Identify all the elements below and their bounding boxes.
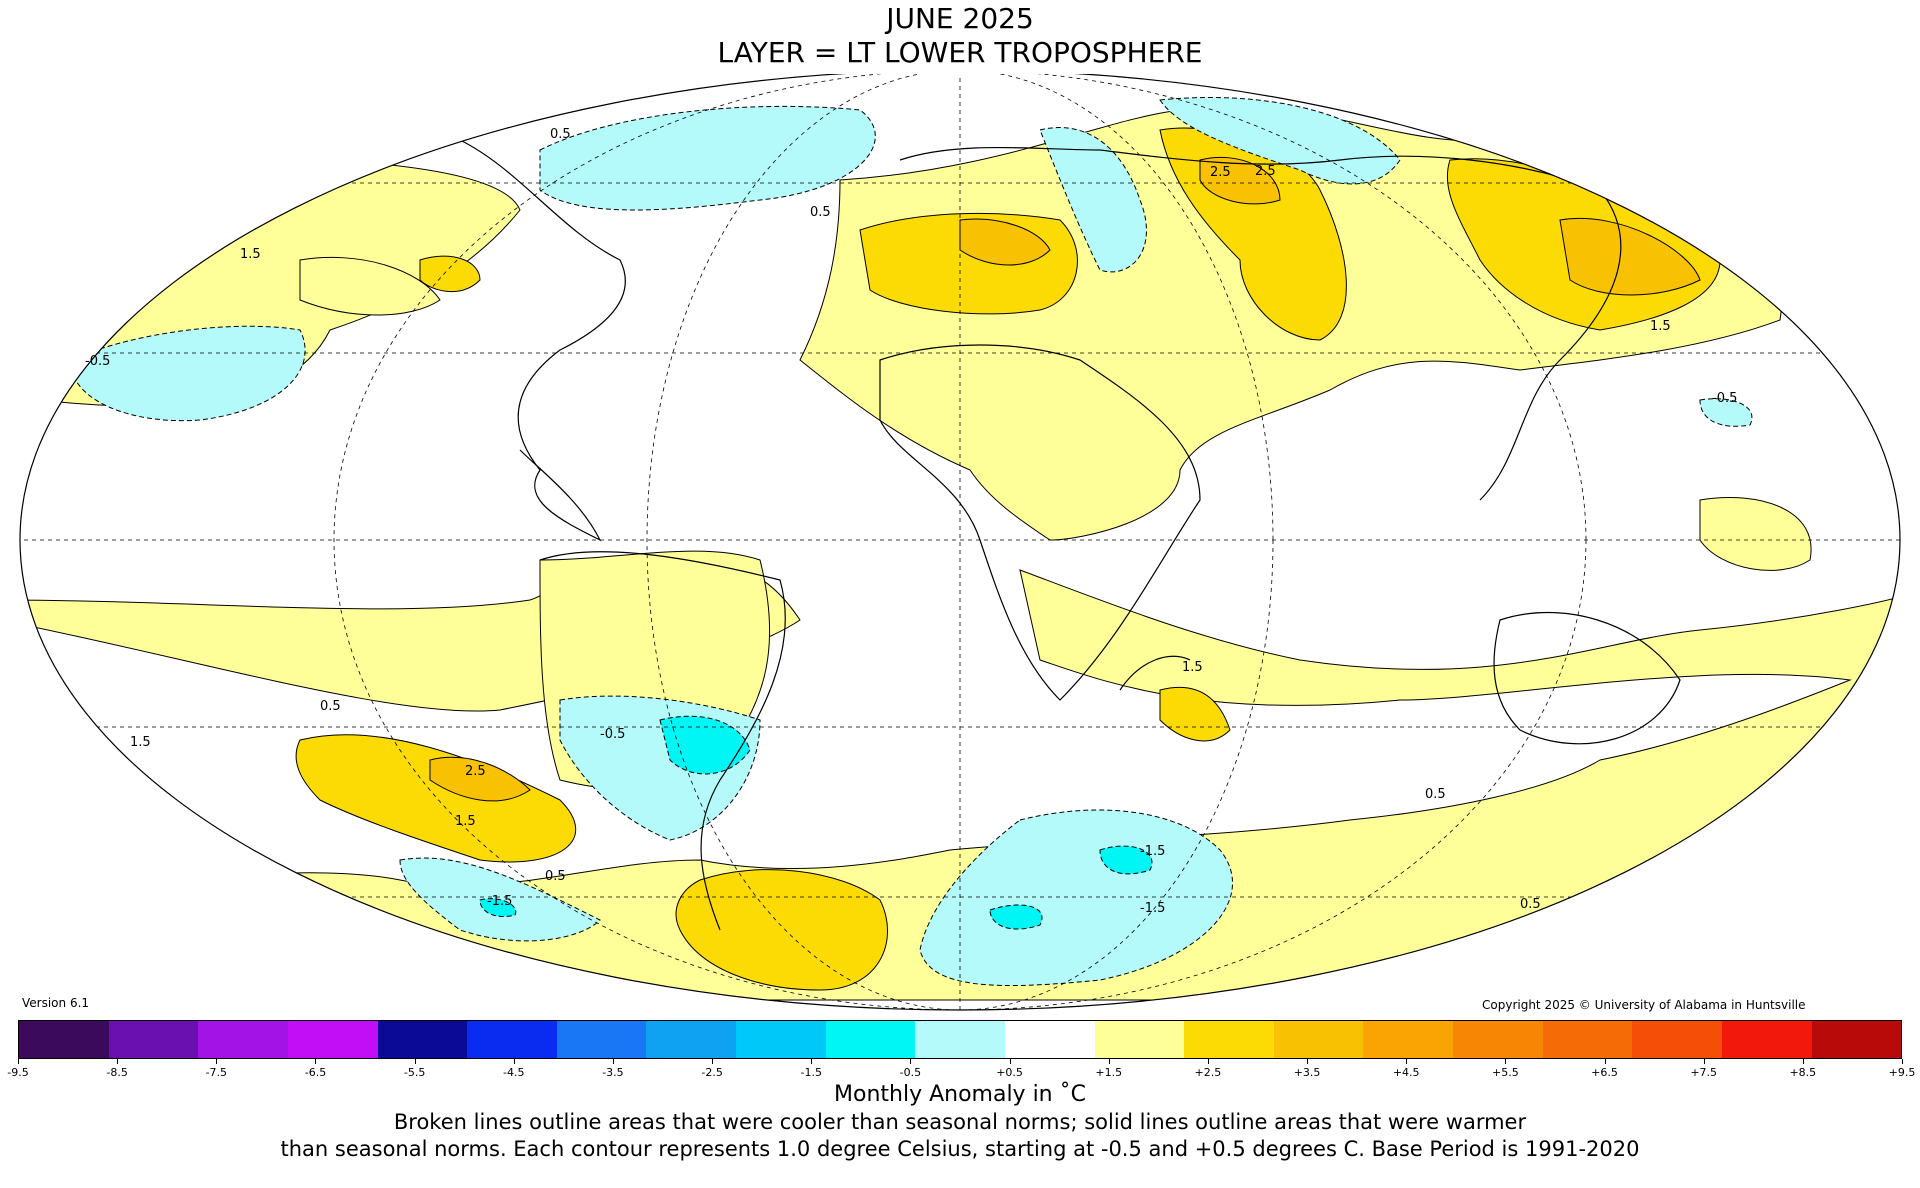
caption-line-2: than seasonal norms. Each contour repres… [280, 1137, 1640, 1161]
colorbar-tick-label: -4.5 [503, 1066, 525, 1079]
contour-label: 1.5 [130, 735, 151, 750]
colorbar-tick-mark [811, 1059, 813, 1064]
colorbar-segment [1273, 1021, 1364, 1058]
colorbar-tick-mark [414, 1059, 416, 1064]
contour-label: -1.5 [487, 894, 512, 909]
cooler-anomaly-areas [479, 715, 1153, 930]
colorbar-tick-mark [1207, 1059, 1209, 1064]
chart-subtitle: LAYER = LT LOWER TROPOSPHERE [717, 36, 1203, 69]
globe-outline [19, 74, 1901, 1011]
colorbar-segment [1453, 1021, 1543, 1058]
colorbar-tick-mark [1307, 1059, 1309, 1064]
colorbar-tick-mark [216, 1059, 218, 1064]
world-anomaly-map: 0.5 1.5 2.5 -0.5 -0.5 0.5 1.5 2.5 -0.5 -… [19, 74, 1901, 1011]
version-note: Version 6.1 [22, 996, 90, 1010]
colorbar-tick-label: +2.5 [1194, 1066, 1222, 1079]
colorbar-tick-label: -1.5 [800, 1066, 822, 1079]
colorbar-segment [1094, 1021, 1185, 1058]
colorbar-segment [198, 1021, 288, 1058]
contour-label: -0.5 [85, 354, 110, 369]
colorbar-tick-label: +7.5 [1690, 1066, 1718, 1079]
cool-anomaly-areas [69, 97, 1753, 987]
colorbar-segment [377, 1021, 468, 1058]
colorbar-tick-mark [117, 1059, 119, 1064]
colorbar-segment [1004, 1021, 1095, 1058]
colorbar-segment [19, 1021, 109, 1058]
colorbar-tick-mark [1505, 1059, 1507, 1064]
contour-label: -0.5 [600, 727, 625, 742]
colorbar-tick-label: -8.5 [106, 1066, 128, 1079]
colorbar-segment [287, 1021, 378, 1058]
contour-label: -0.5 [1712, 391, 1737, 406]
contour-label: 2.5 [1255, 164, 1276, 179]
contour-label: 0.5 [810, 205, 831, 220]
colorbar-tick-mark [1703, 1059, 1705, 1064]
contour-label: 1.5 [240, 247, 261, 262]
colorbar-tick-mark [612, 1059, 614, 1064]
colorbar-tick-label: +8.5 [1789, 1066, 1817, 1079]
colorbar-tick-label: +6.5 [1591, 1066, 1618, 1079]
colorbar-tick-mark [712, 1059, 714, 1064]
colorbar-segment [915, 1021, 1005, 1058]
colorbar-segment [1721, 1021, 1812, 1058]
colorbar-segment [1632, 1021, 1722, 1058]
colorbar-tick-label: -0.5 [899, 1066, 922, 1079]
contour-label: 1.5 [1182, 660, 1203, 675]
contour-label: 1.5 [1650, 319, 1671, 334]
contour-label: 1.5 [455, 814, 476, 829]
colorbar-tick-mark [18, 1059, 19, 1064]
colorbar-tick-label: +4.5 [1392, 1066, 1420, 1079]
colorbar-tick-mark [1009, 1059, 1011, 1064]
colorbar-tick-label: +5.5 [1492, 1066, 1519, 1079]
colorbar-segment [108, 1021, 199, 1058]
strong-warm-areas [429, 156, 1701, 802]
contour-label: 0.5 [545, 869, 566, 884]
caption-line-1: Broken lines outline areas that were coo… [393, 1110, 1527, 1134]
colorbar-segment [467, 1021, 557, 1058]
contour-label: 2.5 [1210, 165, 1231, 180]
colorbar-tick-label: -2.5 [701, 1066, 723, 1079]
contour-label: 2.5 [465, 764, 486, 779]
contour-label: 0.5 [550, 127, 571, 142]
colorbar-segment [1363, 1021, 1453, 1058]
colorbar-tick-label: -3.5 [602, 1066, 624, 1079]
colorbar-tick-mark [1406, 1059, 1408, 1064]
chart-title: JUNE 2025 [886, 2, 1034, 35]
colorbar-tick-mark [910, 1059, 912, 1064]
contour-label: -1.5 [1140, 901, 1165, 916]
contour-labels: 0.5 1.5 2.5 -0.5 -0.5 0.5 1.5 2.5 -0.5 -… [85, 127, 1737, 916]
colorbar-tick-label: -7.5 [205, 1066, 228, 1079]
colorbar-label: Monthly Anomaly in ˚C [834, 1082, 1086, 1107]
contour-label: 0.5 [1520, 897, 1541, 912]
contour-label: 0.5 [1425, 787, 1446, 802]
colorbar-tick-label: +0.5 [996, 1066, 1023, 1079]
colorbar-tick-label: +1.5 [1095, 1066, 1123, 1079]
colorbar-tick-mark [1604, 1059, 1606, 1064]
colorbar-segment [825, 1021, 916, 1058]
colorbar-tick-mark [1902, 1059, 1903, 1064]
colorbar-segment [556, 1021, 647, 1058]
colorbar-segment [736, 1021, 826, 1058]
colorbar-tick-label: +9.5 [1888, 1066, 1916, 1079]
contour-label: -1.5 [1140, 844, 1165, 859]
colorbar-tick-mark [315, 1059, 317, 1064]
colorbar-tick-label: +3.5 [1293, 1066, 1321, 1079]
colorbar [18, 1020, 1902, 1059]
colorbar-tick-label: -5.5 [403, 1066, 426, 1079]
colorbar-segment [1542, 1021, 1633, 1058]
colorbar-tick-mark [513, 1059, 515, 1064]
colorbar-tick-label: -6.5 [304, 1066, 327, 1079]
colorbar-tick-label: -9.5 [7, 1066, 29, 1079]
copyright-note: Copyright 2025 © University of Alabama i… [1482, 998, 1806, 1012]
contour-label: 0.5 [320, 699, 341, 714]
colorbar-tick-mark [1802, 1059, 1804, 1064]
colorbar-segment [646, 1021, 736, 1058]
colorbar-segment [1184, 1021, 1274, 1058]
colorbar-segment [1811, 1021, 1902, 1058]
colorbar-tick-mark [1108, 1059, 1110, 1064]
